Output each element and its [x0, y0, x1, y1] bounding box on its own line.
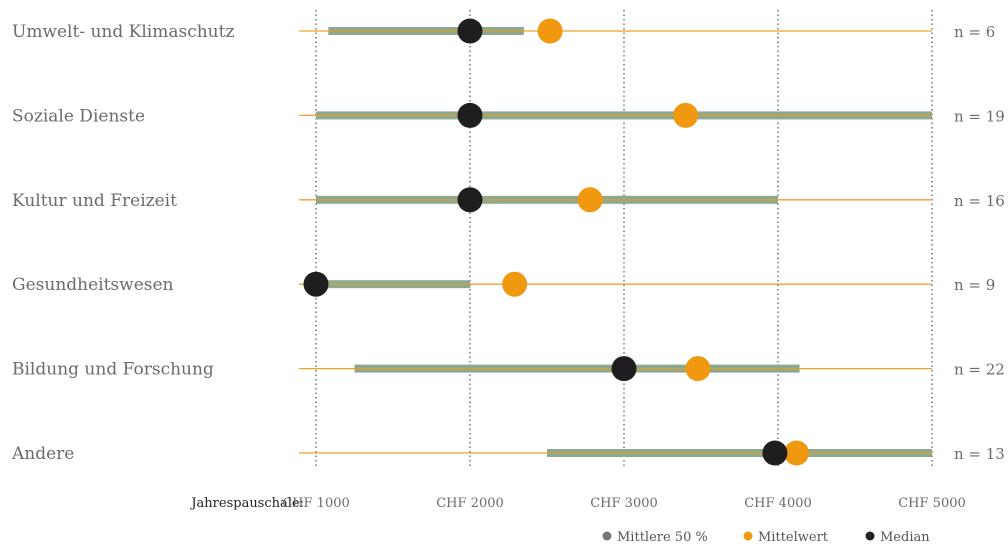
- median-point: [457, 187, 483, 213]
- chart-row-4: Bildung und Forschung n = 22: [12, 356, 1005, 382]
- n-label: n = 19: [954, 107, 1005, 125]
- legend: Mittlere 50 % Mittelwert Median: [602, 530, 930, 544]
- x-axis-title: Jahrespauschale:: [189, 496, 304, 511]
- mean-point: [537, 18, 563, 44]
- n-label: n = 13: [954, 445, 1005, 463]
- n-label: n = 6: [954, 23, 995, 41]
- tick-label: CHF 4000: [744, 496, 812, 511]
- legend-item-2: Median: [865, 530, 930, 544]
- mean-point: [685, 356, 711, 382]
- category-label: Soziale Dienste: [12, 106, 145, 126]
- chart-rows: Umwelt- und Klimaschutz n = 6 Soziale Dien…: [11, 18, 1005, 466]
- legend-marker: [743, 531, 753, 541]
- chart-row-3: Gesundheitswesen n = 9: [12, 271, 995, 297]
- n-label: n = 9: [954, 276, 995, 294]
- mean-point: [673, 102, 699, 128]
- legend-label: Median: [880, 530, 930, 544]
- x-axis: Jahrespauschale: CHF 1000 CHF 2000 CHF 300…: [189, 496, 965, 511]
- category-label: Kultur und Freizeit: [12, 191, 177, 211]
- category-label: Umwelt- und Klimaschutz: [12, 22, 234, 42]
- legend-item-0: Mittlere 50 %: [602, 530, 708, 544]
- tick-label: CHF 2000: [436, 496, 504, 511]
- tick-label: CHF 1000: [282, 496, 350, 511]
- legend-marker: [602, 531, 612, 541]
- category-label: Bildung und Forschung: [12, 360, 214, 380]
- legend-label: Mittelwert: [758, 530, 829, 544]
- mean-point: [783, 440, 809, 466]
- category-label: Gesundheitswesen: [12, 275, 174, 295]
- chart-row-0: Umwelt- und Klimaschutz n = 6: [12, 18, 995, 44]
- median-point: [303, 271, 329, 297]
- chart-row-2: Kultur und Freizeit n = 16: [12, 187, 1005, 213]
- median-point: [457, 18, 483, 44]
- chart-row-1: Soziale Dienste n = 19: [12, 102, 1005, 128]
- n-label: n = 16: [954, 192, 1005, 210]
- mean-point: [502, 271, 528, 297]
- tick-label: CHF 5000: [898, 496, 966, 511]
- median-point: [611, 356, 637, 382]
- legend-marker: [865, 531, 875, 541]
- median-point: [457, 102, 483, 128]
- n-label: n = 22: [954, 361, 1005, 379]
- mean-point: [577, 187, 603, 213]
- grid-lines: [315, 10, 933, 466]
- chart-row-5: Andere n = 13: [11, 440, 1005, 466]
- category-label: Andere: [11, 444, 74, 464]
- legend-item-1: Mittelwert: [743, 530, 829, 544]
- legend-label: Mittlere 50 %: [617, 530, 708, 544]
- median-point: [762, 440, 788, 466]
- tick-label: CHF 3000: [590, 496, 658, 511]
